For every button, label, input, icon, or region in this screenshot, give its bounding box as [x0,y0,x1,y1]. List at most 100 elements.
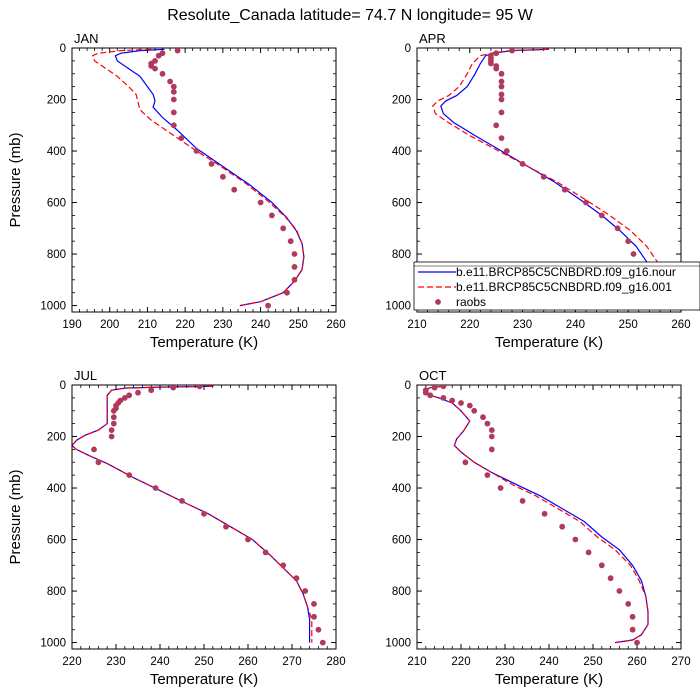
raobs-point [462,459,469,466]
series-line-1 [91,48,305,307]
x-tick-label: 260 [671,319,690,331]
raobs-point [572,536,579,543]
panel-jul: 220 230 240 250 260 270 280 0 200 400 600 800 1000 JU… [7,368,346,688]
raobs-point [629,613,636,620]
x-tick-label: 220 [460,319,479,331]
raobs-point [498,78,505,85]
raobs-point [110,414,117,421]
raobs-point [262,549,269,556]
raobs-point [498,96,505,103]
raobs-point [126,472,133,478]
y-tick-label: 1000 [40,638,66,650]
raobs-point [284,289,290,296]
raobs-point [170,83,177,90]
panel-label: OCT [419,368,447,383]
x-tick-label: 260 [627,656,646,668]
x-tick-label: 250 [289,319,308,331]
raobs-point [607,575,614,582]
raobs-point [170,109,177,116]
raobs-point [488,60,494,67]
raobs-point [625,238,632,245]
x-tick-label: 250 [583,656,602,668]
legend-marker [435,299,441,305]
raobs-point [498,109,505,116]
raobs-point [170,122,177,129]
x-tick-label: 250 [619,319,638,331]
raobs-point [493,50,500,57]
raobs-point [291,251,298,257]
panels: 190 200 210 220 230 240 250 260 0 200 400 600 800 100… [7,31,691,688]
raobs-point [148,387,155,394]
raobs-point [630,251,637,257]
raobs-point [616,588,623,594]
legend-entry-2: raobs [435,295,486,309]
x-tick-label: 280 [326,656,345,668]
x-tick-label: 250 [194,656,213,668]
y-tick-label: 200 [392,432,411,444]
panel-oct: 210 220 230 240 250 260 270 0 200 400 600 800 1000 OC… [385,368,690,688]
x-axis-title: Temperature (K) [150,671,258,688]
raobs-point [269,212,275,219]
raobs-point [498,91,505,98]
raobs-point [493,122,500,129]
panel-apr: 210 220 230 240 250 260 0 200 400 600 800 1000 APR Te… [385,31,690,351]
plot-area [72,385,326,646]
raobs-point [598,562,605,569]
panel-jan: 190 200 210 220 230 240 250 260 0 200 400 600 800 100… [7,31,346,351]
y-tick-label: 200 [392,95,411,107]
series-line-0 [72,385,311,643]
y-tick-label: 600 [47,535,66,547]
raobs-point [498,83,505,90]
raobs-point [540,173,547,180]
raobs-point [201,510,207,517]
x-tick-label: 230 [106,656,125,668]
raobs-point [458,400,464,406]
x-tick-label: 260 [326,319,345,331]
raobs-point [598,212,605,219]
raobs-point [519,498,526,504]
legend-entry-0: b.e11.BRCP85C5CNBDRD.f09_g16.nour [418,265,676,279]
x-tick-label: 210 [407,319,426,331]
y-tick-label: 1000 [40,301,66,313]
y-tick-label: 400 [47,483,66,495]
raobs-point [126,392,133,399]
y-tick-label: 200 [47,432,66,444]
raobs-point [493,65,500,72]
legend-label: b.e11.BRCP85C5CNBDRD.f09_g16.001 [456,280,672,294]
raobs-point [449,397,456,404]
raobs-point [265,302,271,309]
raobs-point [503,148,510,154]
raobs-point [167,78,174,85]
raobs-point [155,52,162,59]
raobs-point [170,96,177,103]
raobs-point [223,523,229,530]
raobs-point [509,48,515,54]
raobs-point [287,238,294,245]
x-tick-label: 230 [213,319,232,331]
raobs-point [311,601,317,607]
raobs-point [440,385,447,390]
plot-frame [71,47,337,313]
raobs-point [291,264,298,270]
raobs-point [466,402,473,409]
raobs-point [231,186,238,193]
x-tick-label: 240 [251,319,270,331]
x-tick-label: 190 [62,319,81,331]
raobs-point [108,427,115,433]
raobs-point [614,225,621,232]
y-tick-label: 400 [47,146,66,158]
raobs-point [440,395,447,401]
y-tick-label: 1000 [385,301,411,313]
x-tick-label: 230 [513,319,532,331]
raobs-point [629,626,636,633]
raobs-point [220,173,226,180]
raobs-point [91,446,97,453]
raobs-point [319,639,326,646]
raobs-point [484,472,491,478]
raobs-point [135,389,141,396]
y-tick-label: 0 [405,380,411,392]
raobs-point [427,392,434,399]
raobs-point [585,549,592,556]
raobs-point [193,148,200,154]
raobs-point [110,407,117,414]
